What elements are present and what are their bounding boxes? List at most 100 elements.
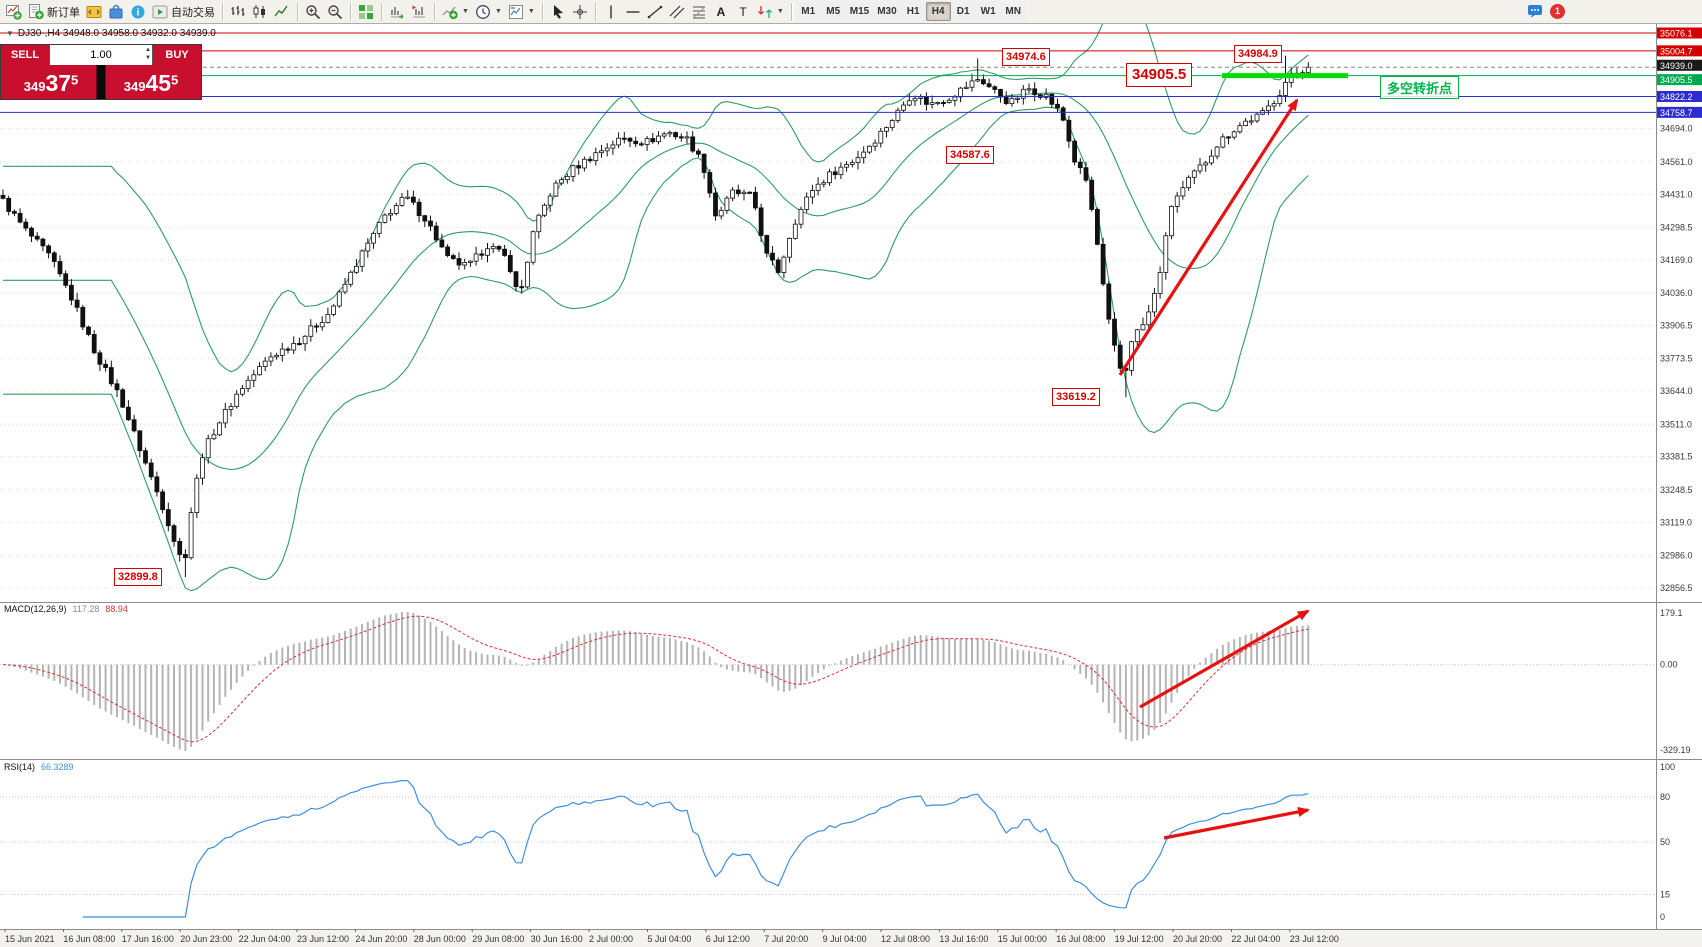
timeframe-button-m30[interactable]: M30 [873, 2, 901, 21]
toolbar-button-market[interactable] [105, 2, 127, 22]
toolbar-button-bar-chart-mode[interactable] [227, 2, 249, 22]
buy-button[interactable]: BUY [153, 45, 201, 65]
trade-panel-prices: 349375 349455 [1, 65, 201, 99]
periods-dropdown-icon[interactable]: ▼ [494, 8, 502, 15]
volume-up-icon[interactable]: ▲ [145, 47, 151, 53]
time-axis[interactable]: 15 Jun 2021 16 Jun 08:00 17 Jun 16:00 20 Ju… [4, 929, 1339, 944]
toolbar-separator [297, 2, 298, 21]
toolbar-button-fibonacci-tool[interactable] [688, 2, 710, 22]
sell-price[interactable]: 349375 [23, 70, 79, 96]
toolbar-button-templates[interactable]: ▼ [505, 2, 538, 22]
arrows-tool-dropdown-icon[interactable]: ▼ [776, 8, 784, 15]
trendline-tool-icon [647, 5, 663, 18]
timeframe-button-h1[interactable]: H1 [900, 2, 926, 21]
indicators-dropdown-icon[interactable]: ▼ [462, 8, 469, 15]
volume-down-icon[interactable]: ▼ [145, 55, 151, 62]
toolbar-button-autotrading[interactable]: 自动交易 [149, 2, 218, 22]
toolbar-button-horizontal-line-tool[interactable] [622, 2, 644, 22]
toolbar-button-zoom-in[interactable] [302, 2, 324, 22]
timeframe-button-m15[interactable]: M15 [845, 2, 874, 21]
text-label-tool-icon: T [739, 5, 747, 19]
macd-scale-top: 179.1 [1660, 608, 1683, 618]
sell-button[interactable]: SELL [1, 45, 49, 65]
svg-text:34758.7: 34758.7 [1660, 108, 1693, 118]
toolbar-button-candlestick-mode[interactable] [249, 2, 271, 22]
price-callout[interactable]: 34587.6 [946, 146, 994, 165]
price-callout[interactable]: 34974.6 [1002, 48, 1050, 67]
timeframe-button-mn[interactable]: MN [1000, 2, 1026, 21]
ohlc-text: DJ30-,H4 34948.0 34958.0 34932.0 34939.0 [17, 28, 216, 39]
svg-text:35076.1: 35076.1 [1660, 29, 1693, 39]
time-axis-label: 23 Jul 12:00 [1290, 934, 1339, 944]
timeframe-button-w1[interactable]: W1 [975, 2, 1001, 21]
trend-arrows[interactable] [1118, 98, 1310, 840]
toolbar-button-community[interactable]: i [127, 2, 149, 22]
toolbar-button-new-order[interactable]: 新订单 [25, 2, 83, 22]
price-scale-label: 32986.0 [1660, 551, 1693, 561]
price-scale-label: 33381.5 [1660, 452, 1693, 462]
toolbar-button-text-label-tool[interactable]: T [732, 2, 754, 22]
toolbar-button-auto-scroll[interactable] [386, 2, 408, 22]
toolbar-button-line-chart-mode[interactable] [271, 2, 293, 22]
price-scale-label: 34169.0 [1660, 255, 1693, 265]
toolbar-button-vertical-line-tool[interactable] [600, 2, 622, 22]
rsi-line [82, 779, 1309, 918]
price-callout[interactable]: 33619.2 [1052, 388, 1100, 407]
trend-arrow-1[interactable] [1118, 98, 1299, 376]
time-axis-label: 30 Jun 16:00 [531, 934, 583, 944]
main-price-panel[interactable] [0, 0, 1656, 592]
toolbar-button-cursor-tool[interactable] [547, 2, 569, 22]
price-scale-label: 33644.0 [1660, 386, 1693, 396]
market-icon [109, 4, 123, 18]
volume-spinner[interactable]: ▲ ▼ [145, 46, 151, 63]
timeframe-button-m1[interactable]: M1 [795, 2, 821, 21]
arrows-tool-icon [757, 5, 772, 18]
toolbar-button-crosshair-tool[interactable] [569, 2, 591, 22]
timeframe-button-h4[interactable]: H4 [925, 2, 951, 21]
toolbar-button-channel-tool[interactable] [666, 2, 688, 22]
toolbar-button-text-tool[interactable]: A [710, 2, 732, 22]
price-scale-label: 33773.5 [1660, 354, 1693, 364]
toolbar-right-icons: 1 [1524, 1, 1565, 21]
toolbar-button-indicators[interactable]: ▼ [439, 2, 472, 22]
toolbar-button-new-chart[interactable] [3, 2, 25, 22]
new-order-label: 新订单 [47, 6, 80, 19]
text-tool-icon: A [716, 5, 725, 19]
toolbar-button-metaeditor[interactable] [83, 2, 105, 22]
templates-dropdown-icon[interactable]: ▼ [527, 8, 535, 15]
pivot-point-label[interactable]: 多空转折点 [1380, 76, 1460, 99]
trend-arrow-3[interactable] [1163, 807, 1310, 840]
timeframe-button-d1[interactable]: D1 [950, 2, 976, 21]
tile-windows-icon [359, 4, 373, 19]
volume-value[interactable]: 1.00 [90, 49, 112, 61]
chat-button[interactable] [1524, 1, 1546, 21]
price-callout[interactable]: 32899.8 [114, 568, 162, 587]
toolbar-button-arrows-tool[interactable]: ▼ [754, 2, 787, 22]
trade-panel-divider [96, 65, 106, 99]
price-gridlines [0, 128, 1656, 589]
time-axis-label: 22 Jun 04:00 [239, 934, 291, 944]
toolbar-button-trendline-tool[interactable] [644, 2, 666, 22]
notification-badge[interactable]: 1 [1550, 3, 1565, 19]
buy-price[interactable]: 349455 [123, 70, 179, 96]
toolbar-button-chart-shift[interactable] [408, 2, 430, 22]
price-callout[interactable]: 34905.5 [1126, 63, 1193, 87]
rsi-panel[interactable] [0, 779, 1656, 918]
toolbar-button-zoom-out[interactable] [324, 2, 346, 22]
trend-arrow-2[interactable] [1139, 609, 1310, 709]
toolbar-separator [434, 2, 435, 21]
timeframe-button-m5[interactable]: M5 [820, 2, 846, 21]
chat-icon [1528, 5, 1542, 18]
toolbar-button-periods[interactable]: ▼ [472, 2, 505, 22]
autotrading-icon [152, 5, 168, 18]
one-click-collapse-icon[interactable]: ▼ [6, 29, 14, 38]
price-callout[interactable]: 34984.9 [1234, 45, 1282, 64]
metaeditor-icon [86, 5, 102, 18]
volume-field[interactable]: 1.00 ▲ ▼ [49, 45, 153, 65]
macd-scale-bottom: -329.19 [1660, 745, 1691, 755]
channel-tool-icon [669, 5, 685, 18]
toolbar-button-tile-windows[interactable] [355, 2, 377, 22]
price-scale-label: 34694.0 [1660, 124, 1693, 134]
